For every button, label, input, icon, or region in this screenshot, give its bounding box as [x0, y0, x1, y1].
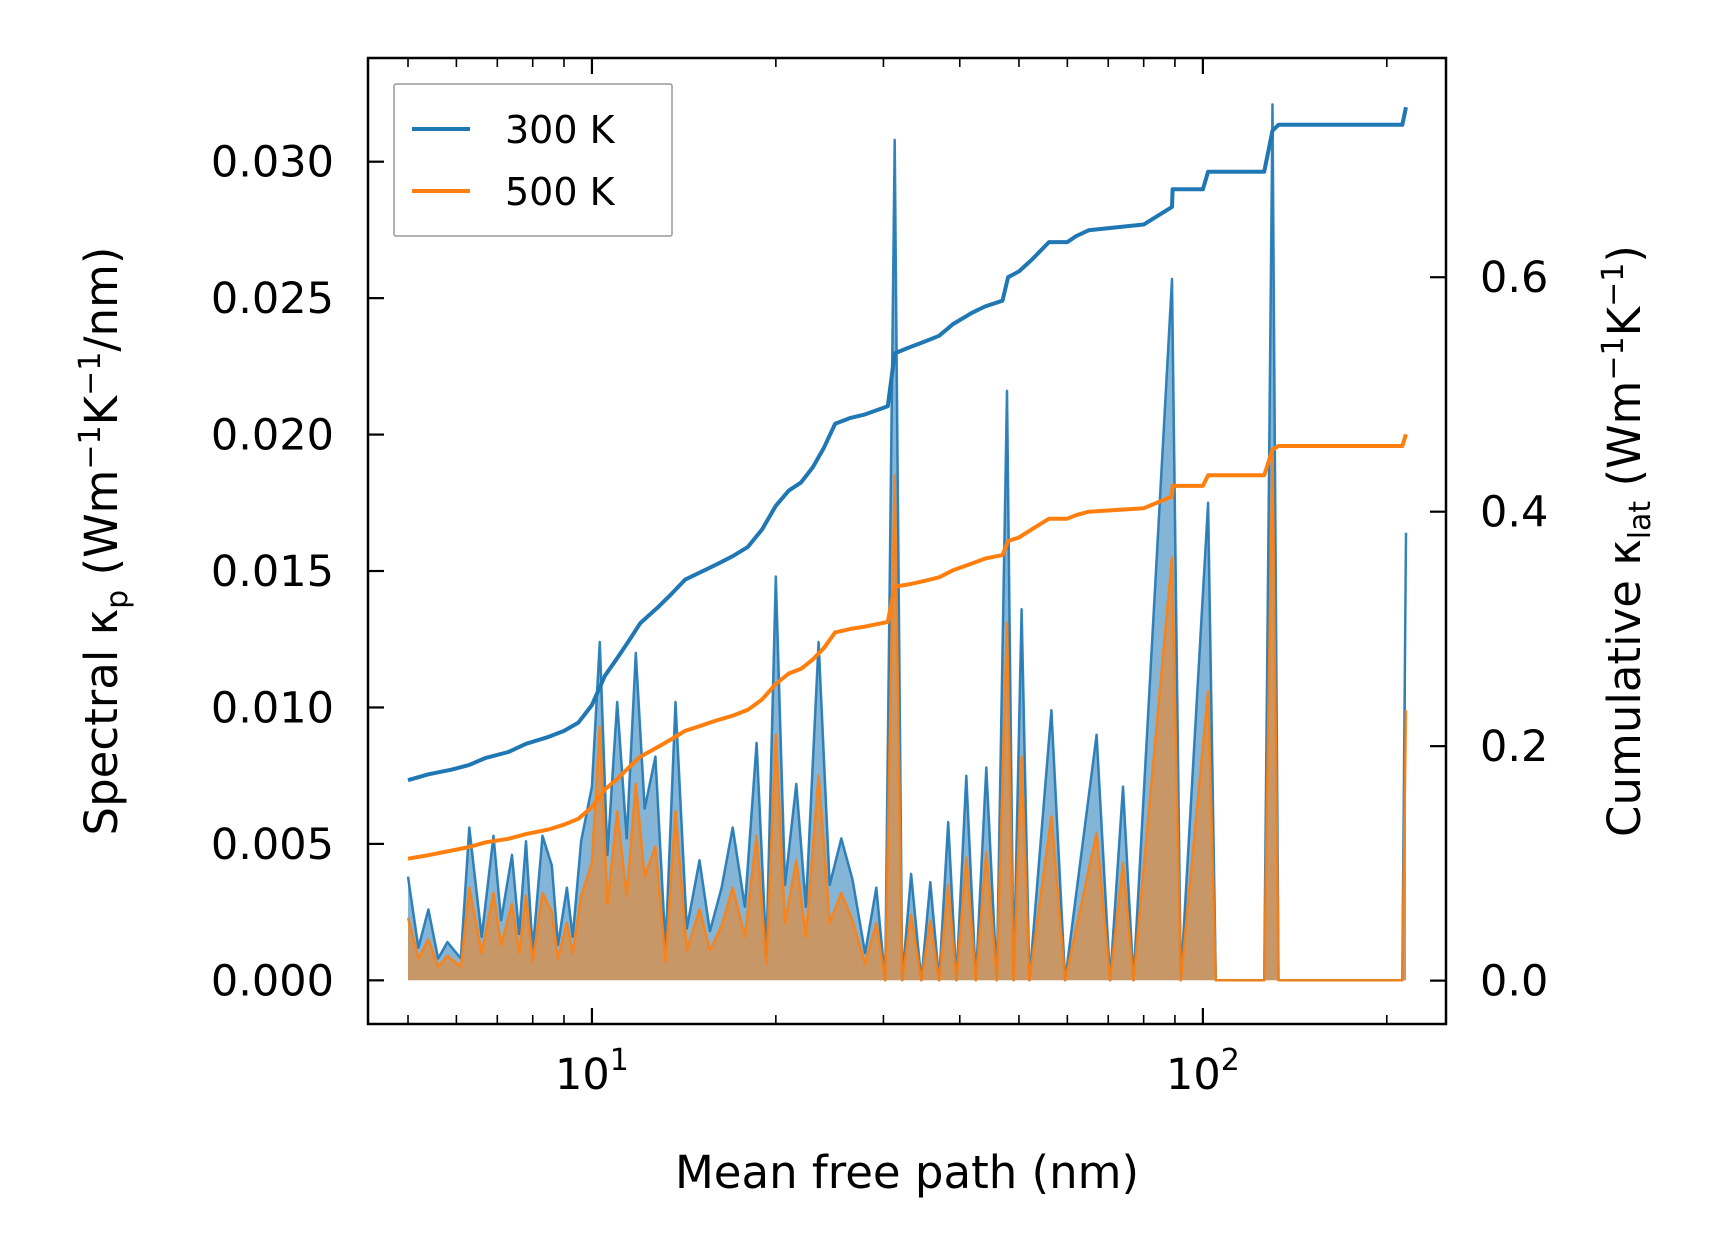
spectral-line-500k: [406, 449, 1408, 982]
legend-label-500k: 500 K: [505, 170, 616, 214]
right-axis-label-prefix: Cumulative κ: [1598, 539, 1651, 837]
left-y-tick-label: 0.010: [211, 683, 334, 733]
right-axis-label-units-close: ): [1598, 245, 1651, 263]
x-tick-label: 101: [555, 1043, 629, 1100]
right-axis-label: Cumulative κlat (Wm−1K−1): [1596, 245, 1658, 837]
left-axis-label: Spectral κp (Wm−1K−1/nm): [73, 247, 135, 836]
spectral-line-300k: [406, 103, 1408, 982]
x-axis-title: Mean free path (nm): [675, 1146, 1139, 1199]
cumulative-line-500k: [407, 433, 1408, 861]
left-y-tick-label: 0.030: [211, 138, 334, 188]
right-axis-label-exp2: −1: [1596, 263, 1631, 307]
right-axis-label-sub: lat: [1623, 501, 1658, 540]
left-y-tick-label: 0.025: [211, 274, 334, 324]
x-tick-label-exponent: 1: [610, 1043, 629, 1078]
right-axis-label-units-open: (Wm: [1598, 381, 1651, 501]
cumulative-series-layer: [407, 106, 1408, 861]
cumulative-line-300k: [407, 106, 1408, 783]
left-y-tick-label: 0.020: [211, 411, 334, 461]
left-y-tick-label: 0.015: [211, 547, 334, 597]
x-tick-label-exponent: 2: [1221, 1043, 1240, 1078]
left-y-tick-label: 0.005: [211, 820, 334, 870]
right-y-tick-label: 0.2: [1480, 722, 1548, 772]
legend-label-300k: 300 K: [505, 108, 616, 152]
plot-frame: [366, 56, 1448, 1026]
left-axis-label-units-mid: K: [75, 394, 128, 425]
left-axis-label-sub: p: [100, 590, 135, 609]
left-y-tick-label: 0.000: [211, 956, 334, 1006]
right-y-tick-label: 0.4: [1480, 488, 1548, 538]
x-tick-label-base: 10: [1166, 1050, 1221, 1100]
x-axis-label: Mean free path (nm): [675, 1146, 1139, 1199]
x-tick-label-base: 10: [555, 1050, 610, 1100]
left-axis-label-exp2: −1: [73, 352, 108, 396]
right-y-tick-label: 0.0: [1480, 957, 1548, 1007]
right-axis-label-exp1: −1: [1596, 336, 1631, 380]
x-tick-label: 102: [1166, 1043, 1240, 1100]
ticks-layer: 0.000 0.005 0.010 0.015 0.020 0.025 0.030 0.0 0.…: [211, 58, 1548, 1100]
left-axis-label-prefix: Spectral κ: [75, 609, 128, 836]
legend: 300 K 500 K: [393, 83, 673, 237]
left-axis-label-units-open: (Wm: [75, 470, 128, 590]
legend-box: [393, 83, 673, 237]
right-axis-label-units-mid: K: [1598, 305, 1651, 336]
left-axis-label-exp1: −1: [73, 425, 108, 469]
left-axis-label-units-close: /nm): [75, 247, 128, 352]
spectral-series-layer: [406, 103, 1408, 982]
right-y-tick-label: 0.6: [1480, 253, 1548, 303]
spectral-area-500k: [408, 450, 1406, 981]
